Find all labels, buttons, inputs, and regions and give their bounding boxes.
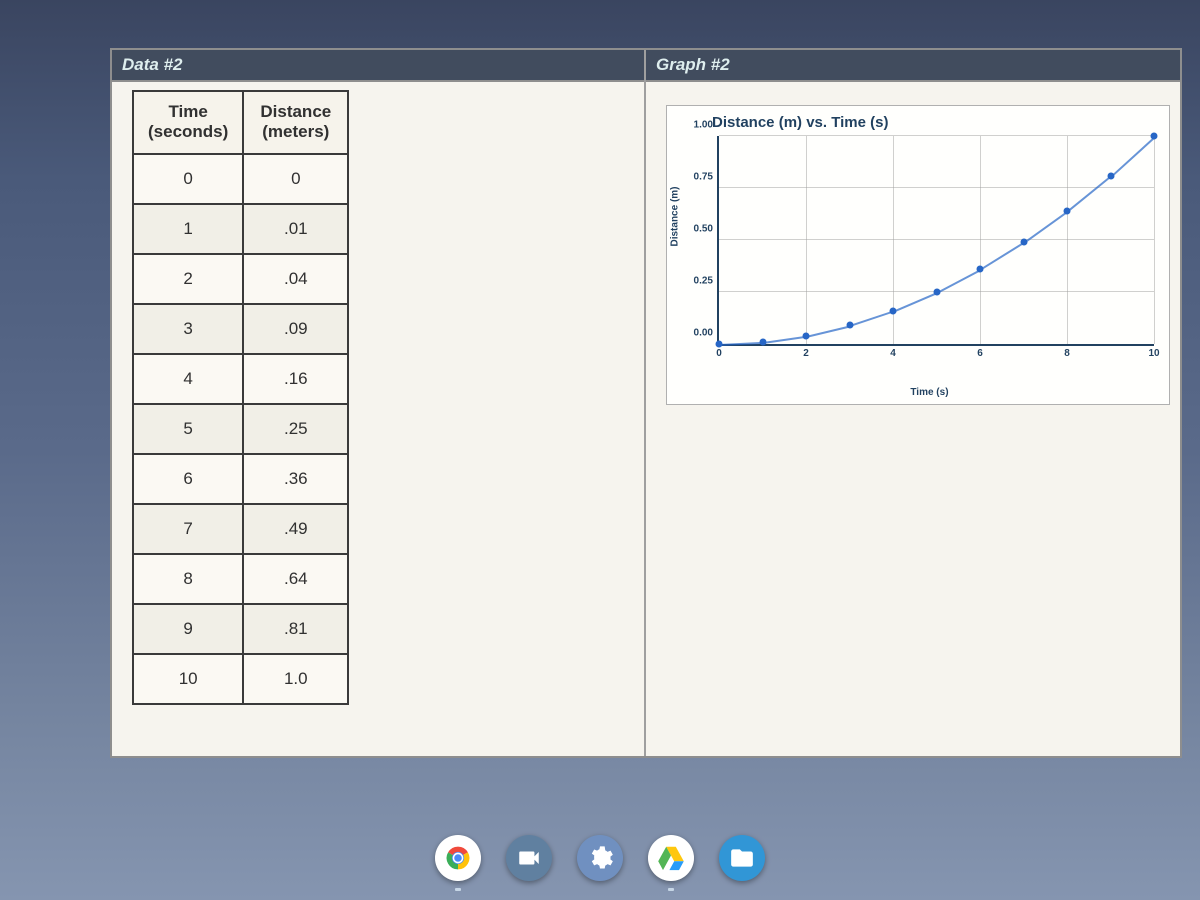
table-cell: 7	[133, 504, 243, 554]
table-row: 2.04	[133, 254, 348, 304]
col-header-distance: Distance (meters)	[243, 91, 348, 154]
table-row: 00	[133, 154, 348, 204]
x-axis-label: Time (s)	[910, 387, 948, 398]
data-point	[1151, 133, 1158, 140]
main-window: Data #2 Time (seconds) Distance (meters)…	[110, 48, 1182, 758]
files-icon[interactable]	[719, 835, 765, 881]
chrome-icon[interactable]	[435, 835, 481, 881]
data-point	[890, 307, 897, 314]
table-cell: .64	[243, 554, 348, 604]
x-tick: 2	[803, 348, 809, 359]
data-point	[933, 289, 940, 296]
gridline-h	[719, 239, 1154, 240]
data-pane: Data #2 Time (seconds) Distance (meters)…	[112, 50, 646, 756]
table-row: 4.16	[133, 354, 348, 404]
graph-pane-title: Graph #2	[646, 50, 1180, 82]
data-point	[1020, 239, 1027, 246]
data-table: Time (seconds) Distance (meters) 001.012…	[132, 90, 349, 705]
y-tick: 0.25	[694, 276, 713, 287]
table-cell: 2	[133, 254, 243, 304]
table-cell: .09	[243, 304, 348, 354]
trend-segment	[1110, 136, 1155, 177]
graph-pane: Graph #2 Distance (m) vs. Time (s) Dista…	[646, 50, 1180, 756]
data-point	[1064, 207, 1071, 214]
gridline-v	[1154, 136, 1155, 344]
chart-container: Distance (m) vs. Time (s) Distance (m) 0…	[666, 105, 1170, 405]
table-cell: .01	[243, 204, 348, 254]
trend-segment	[893, 292, 937, 312]
table-row: 3.09	[133, 304, 348, 354]
x-tick: 6	[977, 348, 983, 359]
settings-icon[interactable]	[577, 835, 623, 881]
data-point	[759, 338, 766, 345]
y-tick: 0.75	[694, 172, 713, 183]
x-tick: 8	[1064, 348, 1070, 359]
table-cell: 6	[133, 454, 243, 504]
table-cell: .49	[243, 504, 348, 554]
x-tick: 10	[1148, 348, 1159, 359]
table-cell: .81	[243, 604, 348, 654]
table-cell: 0	[243, 154, 348, 204]
table-row: 101.0	[133, 654, 348, 704]
table-cell: 1	[133, 204, 243, 254]
trend-segment	[806, 325, 850, 337]
data-point	[846, 322, 853, 329]
trend-segment	[849, 311, 893, 327]
trend-segment	[762, 336, 806, 344]
data-point	[803, 332, 810, 339]
table-cell: .25	[243, 404, 348, 454]
data-point	[977, 266, 984, 273]
table-cell: .36	[243, 454, 348, 504]
table-row: 9.81	[133, 604, 348, 654]
table-cell: .04	[243, 254, 348, 304]
table-row: 6.36	[133, 454, 348, 504]
x-tick: 0	[716, 348, 722, 359]
table-row: 7.49	[133, 504, 348, 554]
table-cell: 9	[133, 604, 243, 654]
taskbar	[0, 830, 1200, 885]
data-point	[1107, 172, 1114, 179]
plot-area: 02468100.000.250.500.751.00	[717, 136, 1154, 346]
table-header-row: Time (seconds) Distance (meters)	[133, 91, 348, 154]
x-tick: 4	[890, 348, 896, 359]
table-cell: 4	[133, 354, 243, 404]
trend-segment	[980, 242, 1024, 270]
data-point	[716, 341, 723, 348]
chart-title: Distance (m) vs. Time (s)	[712, 114, 1154, 131]
table-cell: .16	[243, 354, 348, 404]
col-header-time: Time (seconds)	[133, 91, 243, 154]
y-tick: 0.50	[694, 224, 713, 235]
table-cell: 8	[133, 554, 243, 604]
y-tick: 0.00	[694, 328, 713, 339]
table-cell: 10	[133, 654, 243, 704]
data-pane-title: Data #2	[112, 50, 644, 82]
trend-segment	[1067, 176, 1111, 213]
gridline-v	[980, 136, 981, 344]
y-tick: 1.00	[694, 120, 713, 131]
y-axis-label: Distance (m)	[670, 186, 681, 246]
gridline-h	[719, 135, 1154, 136]
table-row: 8.64	[133, 554, 348, 604]
table-row: 1.01	[133, 204, 348, 254]
table-cell: 0	[133, 154, 243, 204]
gridline-v	[1067, 136, 1068, 344]
table-cell: 5	[133, 404, 243, 454]
table-cell: 3	[133, 304, 243, 354]
table-cell: 1.0	[243, 654, 348, 704]
table-row: 5.25	[133, 404, 348, 454]
trend-segment	[936, 269, 980, 293]
gridline-h	[719, 187, 1154, 188]
camera-icon[interactable]	[506, 835, 552, 881]
trend-segment	[719, 342, 763, 346]
gridline-v	[806, 136, 807, 344]
drive-icon[interactable]	[648, 835, 694, 881]
